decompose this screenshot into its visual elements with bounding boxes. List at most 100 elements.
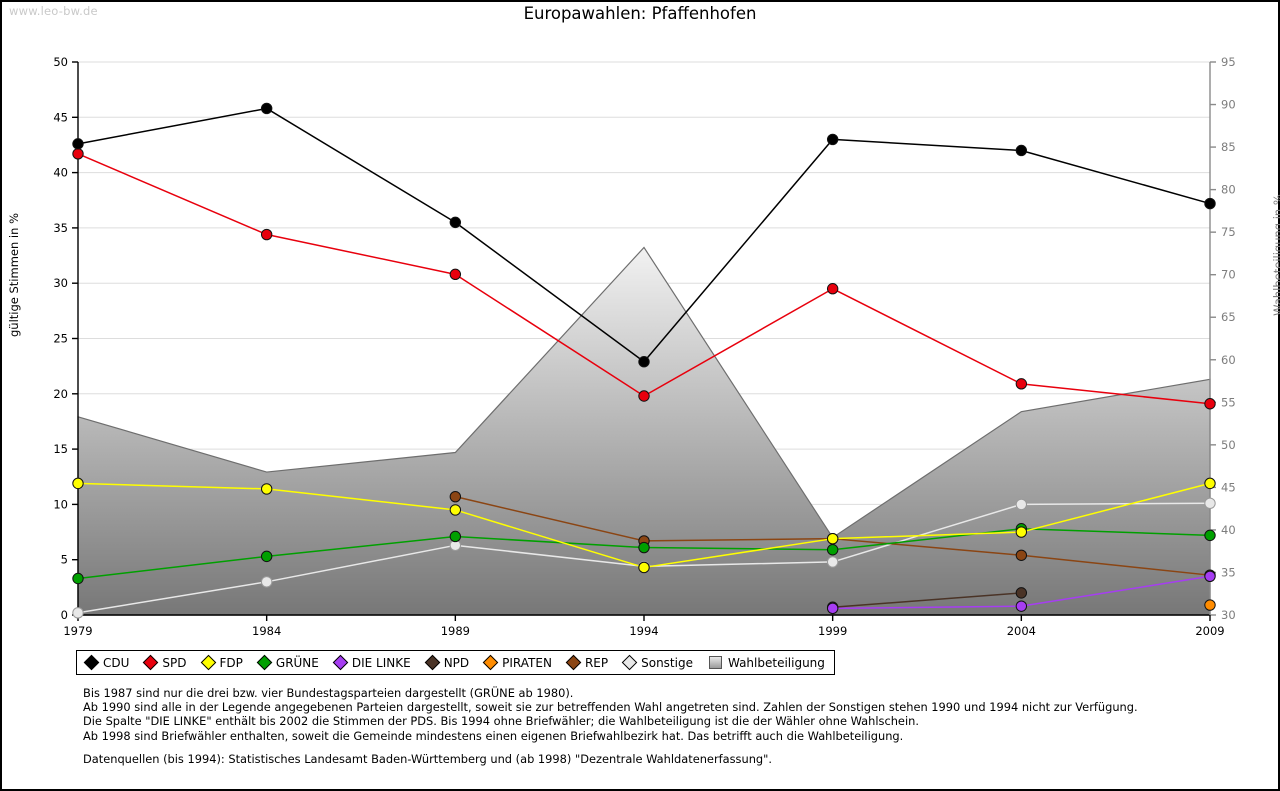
legend-swatch-square-icon <box>708 656 722 669</box>
svg-text:1984: 1984 <box>252 624 281 638</box>
data-point-cdu-1994 <box>638 356 650 368</box>
svg-text:55: 55 <box>1221 395 1236 409</box>
svg-text:30: 30 <box>1221 608 1236 622</box>
data-point-grüne-1999 <box>826 544 839 556</box>
data-point-cdu-1999 <box>826 133 839 146</box>
data-point-cdu-1979 <box>72 138 84 150</box>
data-point-fdp-1994 <box>638 561 650 574</box>
svg-text:85: 85 <box>1221 140 1236 154</box>
data-point-grüne-2009 <box>1204 529 1216 542</box>
svg-text:1989: 1989 <box>441 624 470 638</box>
svg-text:95: 95 <box>1221 55 1236 69</box>
data-point-cdu-1989 <box>449 216 462 229</box>
data-point-npd-2004 <box>1015 587 1028 599</box>
footnote-line-4: Ab 1998 sind Briefwähler enthalten, sowe… <box>83 728 904 743</box>
data-point-fdp-2004 <box>1015 526 1028 538</box>
footnote-line-1: Bis 1987 sind nur die drei bzw. vier Bun… <box>83 686 574 700</box>
legend-swatch-diamond-icon <box>565 654 582 671</box>
svg-text:75: 75 <box>1221 225 1236 239</box>
data-point-fdp-1999 <box>826 532 839 545</box>
svg-text:35: 35 <box>53 221 68 235</box>
series-markers <box>72 102 1216 619</box>
svg-text:60: 60 <box>1221 353 1236 367</box>
data-point-spd-2004 <box>1015 378 1028 390</box>
svg-text:2004: 2004 <box>1007 624 1036 638</box>
legend-item-die-linke[interactable]: DIE LINKE <box>332 654 411 671</box>
tick-labels: 0 5 10 15 20 25 30 35 40 45 50 30 35 40 45 50 55 60 65 70 75… <box>53 55 1235 638</box>
legend-swatch-diamond-icon <box>83 654 100 671</box>
data-point-die-linke-2004 <box>1015 600 1028 612</box>
svg-text:80: 80 <box>1221 183 1236 197</box>
chart-sources: Datenquellen (bis 1994): Statistisches L… <box>83 752 773 766</box>
svg-text:40: 40 <box>53 166 68 180</box>
legend-item-label: GRÜNE <box>275 655 319 670</box>
footnote-line-2: Ab 1990 sind alle in der Legende angegeb… <box>83 700 1138 715</box>
legend-item-grüne[interactable]: GRÜNE <box>256 654 319 671</box>
svg-text:50: 50 <box>53 55 68 69</box>
data-point-spd-1989 <box>449 268 462 281</box>
chart-legend: CDU SPD FDP GRÜNE DIE LINKE NPD PIRATEN REP Sons… <box>76 650 835 675</box>
data-point-rep-2004 <box>1015 549 1028 561</box>
legend-item-sonstige[interactable]: Sonstige <box>621 654 693 671</box>
data-point-sonstige-1979 <box>72 607 84 619</box>
svg-text:45: 45 <box>53 110 68 124</box>
data-point-sonstige-2009 <box>1204 497 1216 509</box>
legend-item-label: FDP <box>219 655 243 670</box>
svg-text:1994: 1994 <box>629 624 658 638</box>
legend-item-wahlbeteiligung[interactable]: Wahlbeteiligung <box>708 655 825 670</box>
legend-item-spd[interactable]: SPD <box>143 654 187 671</box>
legend-item-rep[interactable]: REP <box>565 654 609 671</box>
data-point-sonstige-2004 <box>1015 498 1028 511</box>
svg-text:40: 40 <box>1221 523 1236 537</box>
legend-swatch-diamond-icon <box>482 654 499 671</box>
data-point-grüne-1979 <box>72 572 84 585</box>
legend-swatch-diamond-icon <box>332 654 349 671</box>
svg-text:1979: 1979 <box>63 624 92 638</box>
legend-item-piraten[interactable]: PIRATEN <box>482 654 552 671</box>
svg-text:20: 20 <box>53 387 68 401</box>
svg-text:15: 15 <box>53 442 68 456</box>
data-point-grüne-1989 <box>449 530 462 543</box>
data-point-fdp-1984 <box>260 483 273 495</box>
data-point-spd-1994 <box>638 390 650 402</box>
svg-text:10: 10 <box>53 497 68 511</box>
data-point-grüne-1984 <box>260 550 273 563</box>
chart-footnotes: Bis 1987 sind nur die drei bzw. vier Bun… <box>83 686 1223 743</box>
legend-item-cdu[interactable]: CDU <box>83 654 130 671</box>
svg-text:50: 50 <box>1221 438 1236 452</box>
data-point-piraten-2009 <box>1204 599 1216 611</box>
svg-text:1999: 1999 <box>818 624 847 638</box>
data-point-cdu-2009 <box>1204 197 1216 210</box>
data-point-die-linke-2009 <box>1204 570 1216 582</box>
legend-item-label: Sonstige <box>641 655 693 670</box>
svg-text:25: 25 <box>53 332 68 346</box>
svg-text:45: 45 <box>1221 480 1236 494</box>
legend-item-label: NPD <box>443 655 470 670</box>
data-point-fdp-2009 <box>1204 477 1216 490</box>
svg-text:35: 35 <box>1221 565 1236 579</box>
svg-text:30: 30 <box>53 276 68 290</box>
data-point-sonstige-1999 <box>826 556 839 568</box>
svg-text:5: 5 <box>61 553 68 567</box>
legend-item-fdp[interactable]: FDP <box>200 654 243 671</box>
legend-item-label: Wahlbeteiligung <box>727 655 825 670</box>
legend-item-label: REP <box>584 655 609 670</box>
legend-item-label: CDU <box>103 655 130 670</box>
legend-item-npd[interactable]: NPD <box>424 654 470 671</box>
data-point-spd-1984 <box>260 228 273 241</box>
data-point-cdu-1984 <box>260 102 273 115</box>
wahlbeteiligung-area <box>77 246 1211 616</box>
legend-swatch-diamond-icon <box>256 654 273 671</box>
data-point-die-linke-1999 <box>826 602 839 615</box>
page-title: Europawahlen: Pfaffenhofen <box>523 4 757 23</box>
data-point-rep-1989 <box>449 490 462 503</box>
data-point-spd-1999 <box>826 283 839 295</box>
legend-item-label: SPD <box>162 655 187 670</box>
svg-text:65: 65 <box>1221 310 1236 324</box>
data-point-sonstige-1984 <box>260 576 273 588</box>
legend-swatch-diamond-icon <box>424 654 440 671</box>
data-point-fdp-1989 <box>449 504 462 516</box>
